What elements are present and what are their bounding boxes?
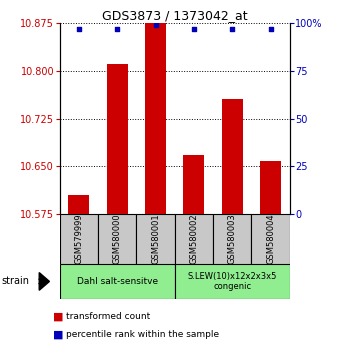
Bar	[68, 195, 89, 214]
Bar	[183, 155, 205, 214]
Bar	[60, 264, 175, 299]
Bar	[136, 214, 175, 264]
Text: strain: strain	[2, 276, 30, 286]
Point	[191, 26, 197, 32]
Text: ■: ■	[53, 330, 63, 339]
Text: percentile rank within the sample: percentile rank within the sample	[66, 330, 220, 339]
Text: GSM580003: GSM580003	[228, 213, 237, 264]
Bar	[251, 214, 290, 264]
Text: GSM580002: GSM580002	[190, 213, 198, 264]
Bar	[175, 264, 290, 299]
Bar	[107, 64, 128, 214]
Bar	[98, 214, 136, 264]
Bar	[60, 214, 98, 264]
Text: ■: ■	[53, 312, 63, 322]
Text: S.LEW(10)x12x2x3x5
congenic: S.LEW(10)x12x2x3x5 congenic	[188, 272, 277, 291]
Polygon shape	[39, 273, 49, 290]
Text: GSM579999: GSM579999	[74, 213, 83, 264]
Text: GSM580004: GSM580004	[266, 213, 275, 264]
Bar	[145, 23, 166, 214]
Point	[268, 26, 273, 32]
Bar	[175, 214, 213, 264]
Bar	[222, 99, 243, 214]
Bar	[260, 161, 281, 214]
Text: GSM580001: GSM580001	[151, 213, 160, 264]
Text: GSM580000: GSM580000	[113, 213, 122, 264]
Point	[229, 26, 235, 32]
Point	[76, 26, 81, 32]
Point	[153, 22, 158, 28]
Bar	[213, 214, 251, 264]
Title: GDS3873 / 1373042_at: GDS3873 / 1373042_at	[102, 9, 248, 22]
Point	[115, 26, 120, 32]
Text: transformed count: transformed count	[66, 312, 151, 321]
Text: Dahl salt-sensitve: Dahl salt-sensitve	[77, 277, 158, 286]
